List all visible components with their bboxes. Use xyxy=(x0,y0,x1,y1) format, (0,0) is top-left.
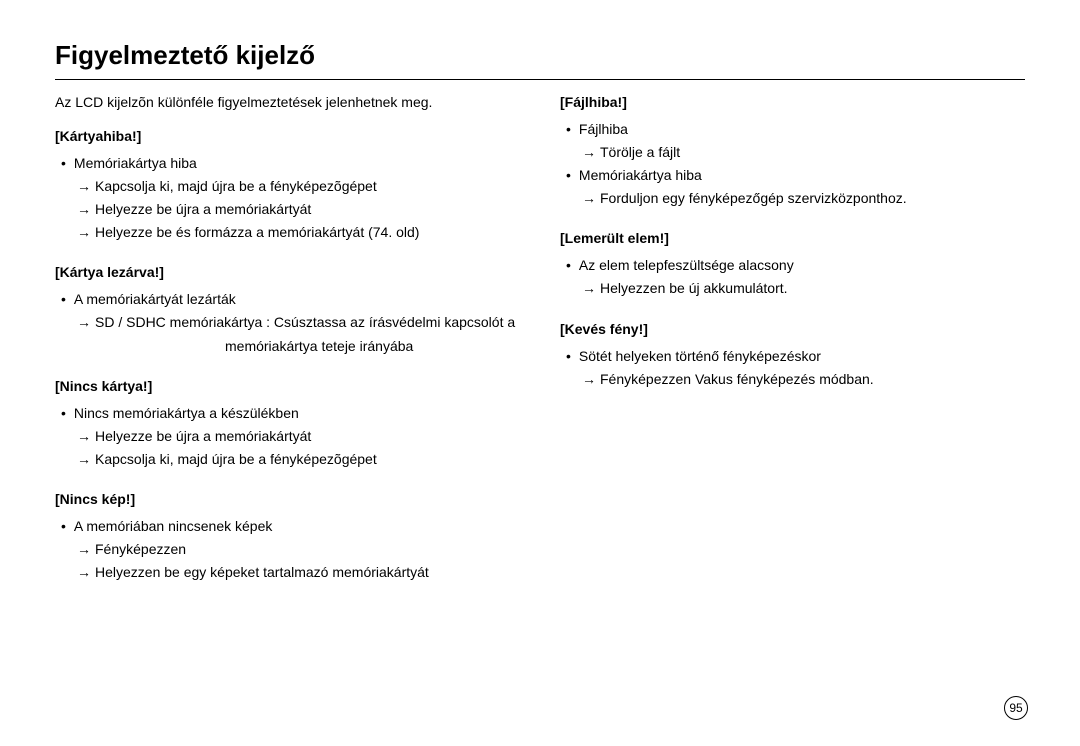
arrow-icon: → xyxy=(582,141,596,164)
bullet-icon: • xyxy=(61,152,66,175)
bullet-icon: • xyxy=(566,118,571,141)
bullet-text: Sötét helyeken történő fényképezéskor xyxy=(579,345,821,368)
arrow-line: → Helyezze be újra a memóriakártyát xyxy=(55,198,520,221)
bullet-item: • Sötét helyeken történő fényképezéskor xyxy=(560,345,1025,368)
bullet-text: Memóriakártya hiba xyxy=(579,164,702,187)
bullet-text: Az elem telepfeszültsége alacsony xyxy=(579,254,794,277)
arrow-icon: → xyxy=(582,368,596,391)
arrow-text: Kapcsolja ki, majd újra be a fényképezõg… xyxy=(95,448,377,471)
arrow-line: → Kapcsolja ki, majd újra be a fényképez… xyxy=(55,175,520,198)
content-columns: Az LCD kijelzõn különféle figyelmeztetés… xyxy=(55,94,1025,604)
section-heading: [Nincs kép!] xyxy=(55,491,520,507)
arrow-text: Helyezze be újra a memóriakártyát xyxy=(95,425,311,448)
section-heading: [Nincs kártya!] xyxy=(55,378,520,394)
bullet-icon: • xyxy=(566,254,571,277)
arrow-text: Helyezze be újra a memóriakártyát xyxy=(95,198,311,221)
bullet-text: Memóriakártya hiba xyxy=(74,152,197,175)
arrow-icon: → xyxy=(582,277,596,300)
bullet-icon: • xyxy=(61,402,66,425)
arrow-line: → Helyezzen be egy képeket tartalmazó me… xyxy=(55,561,520,584)
section-heading: [Lemerült elem!] xyxy=(560,230,1025,246)
arrow-icon: → xyxy=(582,187,596,210)
bullet-icon: • xyxy=(566,345,571,368)
arrow-icon: → xyxy=(77,175,91,198)
arrow-text: Helyezzen be egy képeket tartalmazó memó… xyxy=(95,561,429,584)
arrow-icon: → xyxy=(77,561,91,584)
bullet-icon: • xyxy=(566,164,571,187)
bullet-text: Nincs memóriakártya a készülékben xyxy=(74,402,299,425)
bullet-item: • Memóriakártya hiba xyxy=(55,152,520,175)
bullet-item: • Memóriakártya hiba xyxy=(560,164,1025,187)
section-heading: [Kártya lezárva!] xyxy=(55,264,520,280)
bullet-item: • A memóriában nincsenek képek xyxy=(55,515,520,538)
continuation-line: memóriakártya teteje irányába xyxy=(55,335,520,358)
arrow-line: → Fényképezzen xyxy=(55,538,520,561)
section-heading: [Kártyahiba!] xyxy=(55,128,520,144)
bullet-text: Fájlhiba xyxy=(579,118,628,141)
bullet-text: A memóriakártyát lezárták xyxy=(74,288,236,311)
arrow-text: Fényképezzen xyxy=(95,538,186,561)
section-nincs-kep: [Nincs kép!] • A memóriában nincsenek ké… xyxy=(55,491,520,584)
arrow-icon: → xyxy=(77,311,91,334)
arrow-text: SD / SDHC memóriakártya : Csúsztassa az … xyxy=(95,311,515,334)
section-keves-feny: [Kevés fény!] • Sötét helyeken történő f… xyxy=(560,321,1025,391)
bullet-item: • Fájlhiba xyxy=(560,118,1025,141)
left-column: Az LCD kijelzõn különféle figyelmeztetés… xyxy=(55,94,520,604)
bullet-icon: • xyxy=(61,515,66,538)
section-fajlhiba: [Fájlhiba!] • Fájlhiba → Törölje a fájlt… xyxy=(560,94,1025,210)
arrow-line: → Forduljon egy fényképezőgép szervizköz… xyxy=(560,187,1025,210)
arrow-line: → Helyezzen be új akkumulátort. xyxy=(560,277,1025,300)
bullet-item: • Az elem telepfeszültsége alacsony xyxy=(560,254,1025,277)
section-heading: [Fájlhiba!] xyxy=(560,94,1025,110)
arrow-icon: → xyxy=(77,425,91,448)
bullet-item: • A memóriakártyát lezárták xyxy=(55,288,520,311)
section-nincs-kartya: [Nincs kártya!] • Nincs memóriakártya a … xyxy=(55,378,520,471)
arrow-line: → Törölje a fájlt xyxy=(560,141,1025,164)
arrow-icon: → xyxy=(77,198,91,221)
arrow-icon: → xyxy=(77,221,91,244)
arrow-line: → Kapcsolja ki, majd újra be a fényképez… xyxy=(55,448,520,471)
page-number: 95 xyxy=(1004,696,1028,720)
arrow-text: Törölje a fájlt xyxy=(600,141,680,164)
arrow-text: Kapcsolja ki, majd újra be a fényképezõg… xyxy=(95,175,377,198)
arrow-line: → SD / SDHC memóriakártya : Csúsztassa a… xyxy=(55,311,520,334)
arrow-text: Forduljon egy fényképezőgép szervizközpo… xyxy=(600,187,907,210)
arrow-text: Fényképezzen Vakus fényképezés módban. xyxy=(600,368,874,391)
arrow-icon: → xyxy=(77,448,91,471)
arrow-line: → Helyezze be újra a memóriakártyát xyxy=(55,425,520,448)
right-column: [Fájlhiba!] • Fájlhiba → Törölje a fájlt… xyxy=(560,94,1025,604)
section-lemerult-elem: [Lemerült elem!] • Az elem telepfeszülts… xyxy=(560,230,1025,300)
bullet-text: A memóriában nincsenek képek xyxy=(74,515,272,538)
bullet-icon: • xyxy=(61,288,66,311)
arrow-text: Helyezzen be új akkumulátort. xyxy=(600,277,788,300)
section-kartyahiba: [Kártyahiba!] • Memóriakártya hiba → Kap… xyxy=(55,128,520,244)
bullet-item: • Nincs memóriakártya a készülékben xyxy=(55,402,520,425)
section-kartya-lezarva: [Kártya lezárva!] • A memóriakártyát lez… xyxy=(55,264,520,357)
page-title: Figyelmeztető kijelző xyxy=(55,40,1025,80)
arrow-icon: → xyxy=(77,538,91,561)
arrow-line: → Helyezze be és formázza a memóriakárty… xyxy=(55,221,520,244)
arrow-line: → Fényképezzen Vakus fényképezés módban. xyxy=(560,368,1025,391)
intro-text: Az LCD kijelzõn különféle figyelmeztetés… xyxy=(55,94,520,110)
arrow-text: Helyezze be és formázza a memóriakártyát… xyxy=(95,221,419,244)
section-heading: [Kevés fény!] xyxy=(560,321,1025,337)
